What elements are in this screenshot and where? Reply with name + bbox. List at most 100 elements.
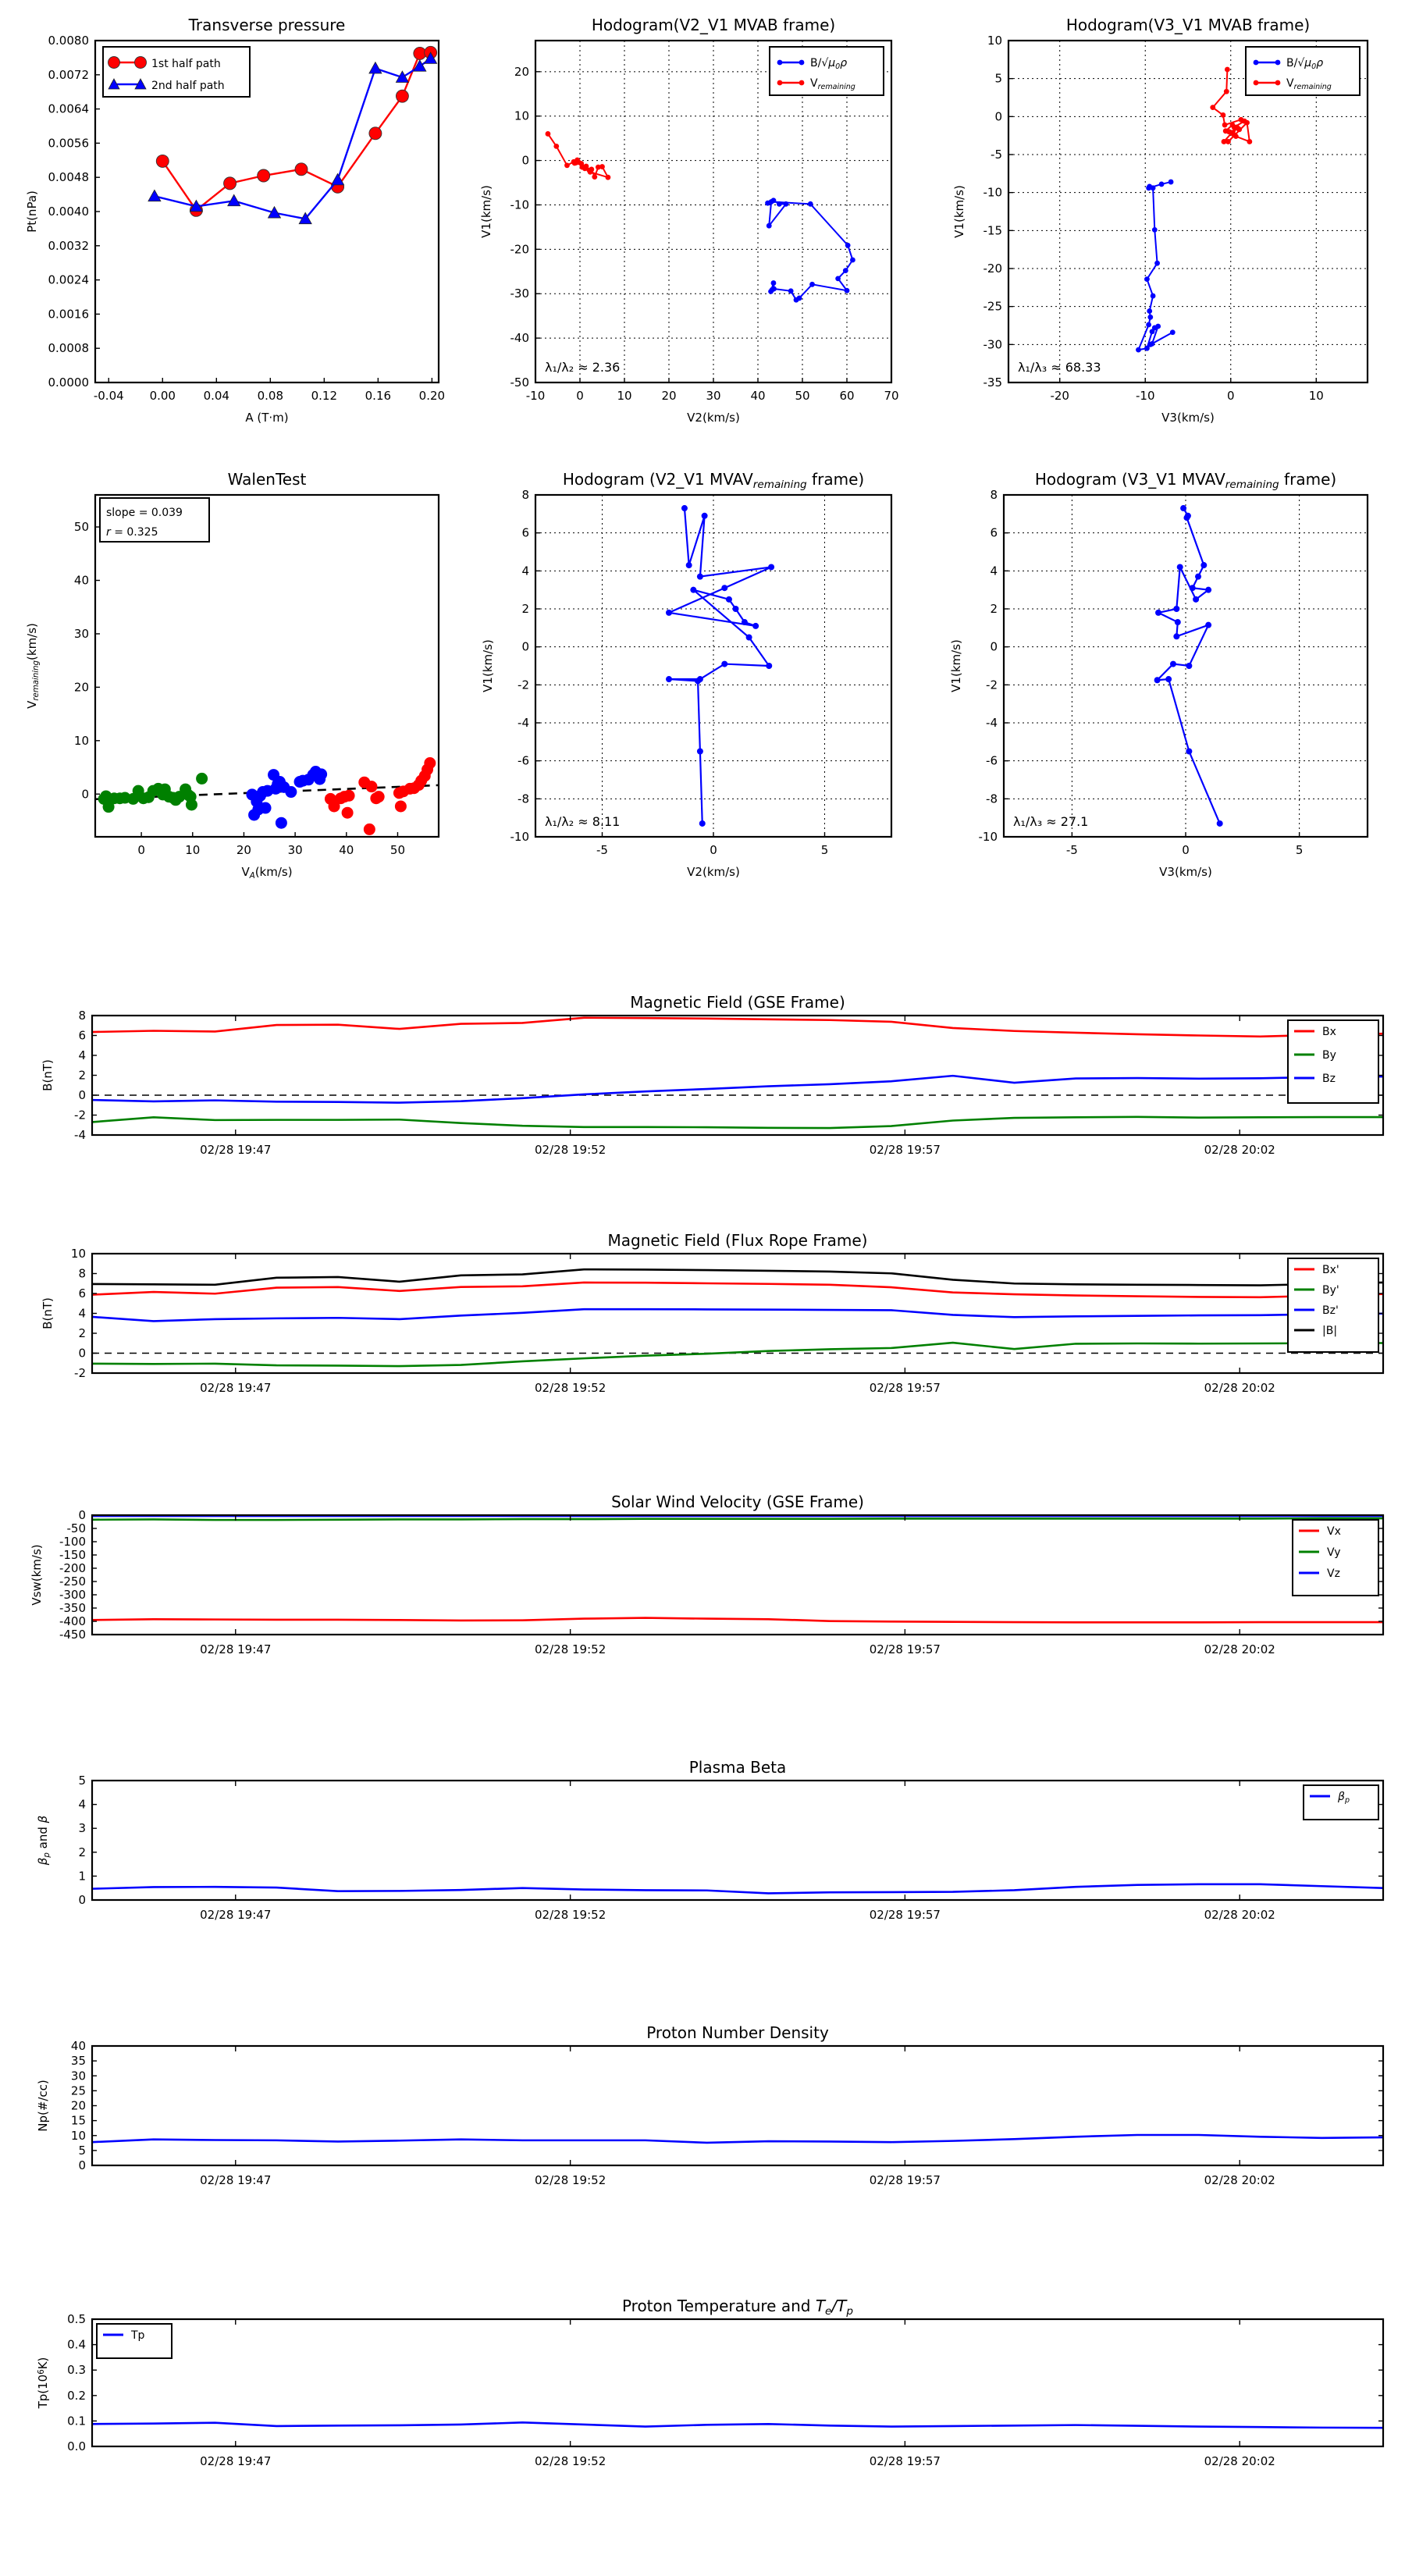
hodogram-v2v1-mvab-xtick: 0 [576, 389, 584, 403]
hodogram-v2v1-mvab-ytick: -50 [510, 375, 530, 390]
hodogram-v2v1-mvab-ylabel: V1(km/s) [479, 185, 493, 238]
magnetic-field-fluxrope-title: Magnetic Field (Flux Rope Frame) [608, 1231, 868, 1250]
panel-solar-wind-velocity-gse: Solar Wind Velocity (GSE Frame) -450 -400-… [8, 1487, 1397, 1670]
hodogram-v3v1-mvavrem-xlabel: V3(km/s) [1159, 865, 1212, 879]
legend-item-label: Vremaining [1286, 77, 1332, 91]
transverse-pressure-ytick: 0.0048 [48, 170, 90, 184]
panel-hodogram-v2v1-mvavrem: Hodogram (V2_V1 MVAVremaining frame) -5 0 5… [468, 468, 905, 882]
hodogram-v2v1-mvavrem-xtick: 5 [821, 843, 829, 857]
plasma-beta-title: Plasma Beta [689, 1758, 787, 1777]
proton-number-density-ytick: 30 [71, 2069, 86, 2083]
hodogram-v3v1-mvavrem-ytick: 4 [990, 564, 998, 578]
proton-number-density-ytick: 25 [71, 2083, 86, 2097]
proton-number-density-xtick: 02/28 19:57 [870, 2173, 941, 2187]
magnetic-field-fluxrope-ytick: 4 [78, 1307, 86, 1321]
proton-number-density-ytick: 35 [71, 2054, 86, 2068]
walen-test-xtick: 20 [237, 843, 251, 857]
hodogram-v2v1-mvab-title: Hodogram(V2_V1 MVAB frame) [592, 16, 835, 34]
hodogram-v3v1-mvavrem-ytick: -6 [986, 754, 998, 768]
magnetic-field-gse-series-Bx [91, 1016, 1384, 1038]
hodogram-v3v1-mvab-xtick: -10 [1136, 389, 1155, 403]
plasma-beta-ytick: 3 [78, 1821, 86, 1835]
legend-item-label: Tp [130, 2329, 145, 2342]
proton-temperature-plot: Proton Temperature and Te/Tp 0.0 0.1 0.2 0.3… [36, 2297, 1385, 2468]
legend-item-label: By [1322, 1049, 1336, 1062]
hodogram-v3v1-mvavrem-ytick: -10 [979, 830, 998, 844]
legend-item-label: 1st half path [151, 58, 221, 70]
magnetic-field-gse-xtick: 02/28 19:52 [535, 1143, 606, 1157]
magnetic-field-gse-ytick: 8 [78, 1009, 86, 1023]
hodogram-v2v1-mvab-xtick: 70 [884, 389, 898, 403]
hodogram-v2v1-mvavrem-series-0 [666, 505, 775, 827]
transverse-pressure-ytick: 0.0016 [48, 307, 90, 321]
walen-test-xtick: 50 [390, 843, 405, 857]
hodogram-v3v1-mvab-ytick: -35 [984, 375, 1003, 390]
proton-number-density-xtick: 02/28 19:52 [535, 2173, 606, 2187]
proton-number-density-ytick: 20 [71, 2099, 86, 2113]
magnetic-field-gse-ytick: 2 [78, 1069, 86, 1083]
legend-item-label: βp [1337, 1791, 1350, 1805]
legend-item-label: By' [1322, 1284, 1339, 1297]
hodogram-v2v1-mvab-series-0 [765, 197, 855, 303]
walen-test-ytick: 20 [74, 680, 89, 694]
magnetic-field-fluxrope-ytick: 8 [78, 1267, 86, 1281]
legend-item-label: Bx' [1322, 1264, 1339, 1276]
legend-item-label: Vx [1327, 1525, 1341, 1538]
proton-temperature-ytick: 0.1 [67, 2414, 86, 2428]
legend-item-label: B/√μ0ρ [1286, 57, 1323, 71]
magnetic-field-gse-ytick: -4 [74, 1128, 86, 1142]
panel-hodogram-v3v1-mvab: Hodogram(V3_V1 MVAB frame) -20 -10 0 10 -35 -3… [937, 14, 1382, 428]
magnetic-field-gse-legend: Bx By Bz [1287, 1019, 1379, 1104]
solar-wind-velocity-gse-series-Vy [91, 1517, 1383, 1521]
proton-temperature-xtick: 02/28 19:57 [870, 2454, 941, 2468]
magnetic-field-fluxrope-series-|B| [91, 1268, 1384, 1286]
hodogram-v3v1-mvab-ylabel: V1(km/s) [952, 185, 966, 238]
hodogram-v2v1-mvavrem-ytick: -4 [518, 716, 529, 730]
transverse-pressure-xlabel: A (T·m) [245, 411, 288, 425]
panel-hodogram-v3v1-mvavrem: Hodogram (V3_V1 MVAVremaining frame) -5 0 5… [937, 468, 1382, 882]
proton-temperature-ytick: 0.3 [67, 2363, 86, 2377]
walen-test-xlabel: VA(km/s) [241, 865, 292, 881]
magnetic-field-fluxrope-legend: Bx' By' Bz' |B| [1287, 1258, 1379, 1353]
magnetic-field-fluxrope-ytick: 0 [78, 1347, 86, 1361]
walen-test-ytick: 0 [81, 787, 89, 801]
hodogram-v3v1-mvab-ytick: -15 [984, 223, 1003, 237]
hodogram-v3v1-mvavrem-ytick: -8 [986, 792, 998, 806]
magnetic-field-gse-ytick: -2 [74, 1108, 86, 1123]
magnetic-field-gse-ytick: 4 [78, 1048, 86, 1062]
hodogram-v3v1-mvab-ytick: -30 [984, 337, 1003, 351]
proton-temperature-ytick: 0.0 [67, 2439, 86, 2453]
walen-test-ytick: 50 [74, 520, 89, 534]
proton-number-density-ytick: 10 [71, 2129, 86, 2143]
magnetic-field-fluxrope-xtick: 02/28 19:52 [535, 1381, 606, 1395]
walen-test-series-1 [246, 766, 328, 829]
proton-number-density-title: Proton Number Density [646, 2023, 829, 2042]
solar-wind-velocity-gse-legend: Vx Vy Vz [1292, 1519, 1379, 1596]
hodogram-v2v1-mvavrem-xtick: 0 [710, 843, 717, 857]
plasma-beta-ytick: 2 [78, 1845, 86, 1859]
proton-number-density-ytick: 5 [78, 2144, 86, 2158]
proton-temperature-xtick: 02/28 19:52 [535, 2454, 606, 2468]
hodogram-v3v1-mvavrem-ylabel: V1(km/s) [949, 639, 963, 692]
hodogram-v2v1-mvab-xtick: 40 [750, 389, 765, 403]
solar-wind-velocity-gse-plot: Solar Wind Velocity (GSE Frame)-450-400-… [30, 1493, 1385, 1656]
hodogram-v2v1-mvavrem-xtick: -5 [596, 843, 608, 857]
hodogram-v3v1-mvavrem-xtick: -5 [1066, 843, 1078, 857]
magnetic-field-gse-ylabel: B(nT) [41, 1059, 55, 1091]
proton-temperature-ylabel: Tp(106K) [36, 2357, 50, 2410]
walen-test-xtick: 30 [288, 843, 303, 857]
magnetic-field-gse-ytick: 0 [78, 1088, 86, 1102]
legend-item-label: 2nd half path [151, 80, 225, 92]
transverse-pressure-series-0 [155, 45, 438, 217]
magnetic-field-fluxrope-series-Bx' [91, 1281, 1384, 1299]
hodogram-v2v1-mvavrem-ytick: 0 [521, 640, 529, 654]
hodogram-v3v1-mvavrem-ytick: 8 [990, 488, 998, 502]
legend-item-label: Bx [1322, 1026, 1336, 1038]
hodogram-v2v1-mvab-xtick: 50 [795, 389, 809, 403]
plasma-beta-ytick: 4 [78, 1798, 86, 1812]
walen-test-xtick: 40 [339, 843, 354, 857]
proton-number-density-ylabel: Np(#/cc) [36, 2080, 50, 2132]
hodogram-v2v1-mvab-xtick: -10 [526, 389, 546, 403]
hodogram-v3v1-mvavrem-ytick: -4 [986, 716, 998, 730]
magnetic-field-fluxrope-ylabel: B(nT) [41, 1297, 55, 1329]
